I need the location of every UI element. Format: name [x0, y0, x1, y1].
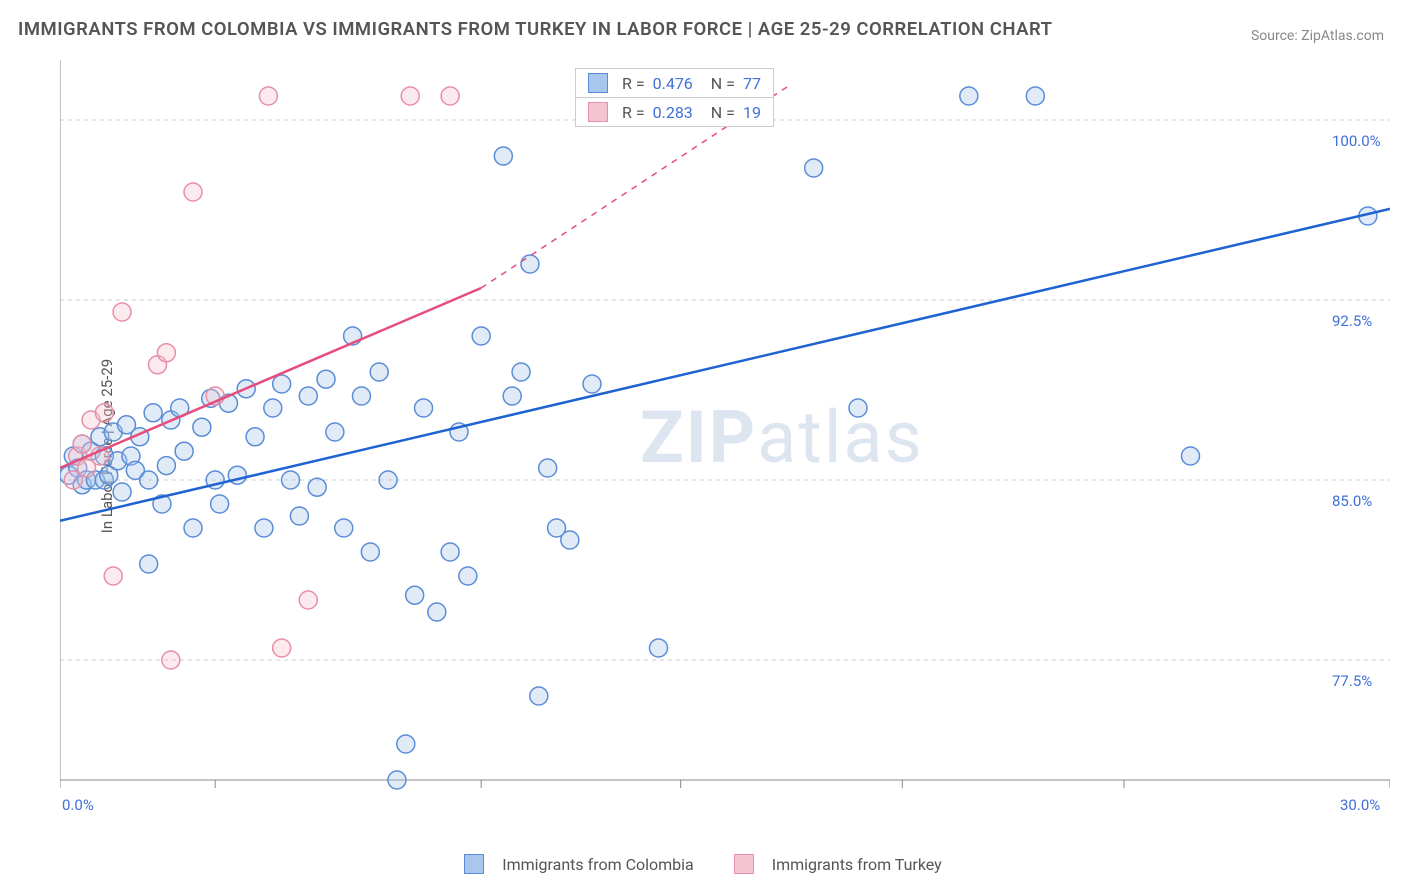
source-label: Source: ZipAtlas.com	[1251, 28, 1384, 44]
svg-text:85.0%: 85.0%	[1332, 492, 1372, 510]
legend-row: R =0.283N =19	[576, 98, 773, 126]
legend-row: R =0.476N =77	[576, 69, 773, 98]
svg-text:77.5%: 77.5%	[1332, 672, 1372, 690]
legend-swatch	[588, 73, 608, 93]
correlation-legend: R =0.476N =77R =0.283N =19	[575, 68, 774, 127]
legend-item: Immigrants from Colombia	[464, 854, 694, 874]
chart-title: IMMIGRANTS FROM COLOMBIA VS IMMIGRANTS F…	[18, 18, 1053, 40]
svg-text:30.0%: 30.0%	[1340, 796, 1380, 814]
watermark: ZIPatlas	[640, 395, 924, 480]
legend-swatch	[734, 854, 754, 874]
legend-swatch	[464, 854, 484, 874]
svg-text:0.0%: 0.0%	[62, 796, 94, 814]
legend-label: Immigrants from Turkey	[772, 855, 942, 874]
svg-text:100.0%: 100.0%	[1332, 132, 1381, 150]
legend-label: Immigrants from Colombia	[502, 855, 694, 874]
svg-text:92.5%: 92.5%	[1332, 312, 1372, 330]
legend-swatch	[588, 102, 608, 122]
series-legend: Immigrants from Colombia Immigrants from …	[0, 854, 1406, 874]
legend-item: Immigrants from Turkey	[734, 854, 942, 874]
